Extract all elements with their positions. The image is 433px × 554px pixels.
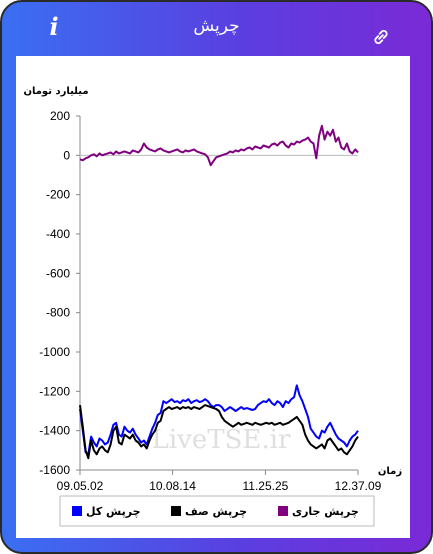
y-tick-label: -1200 bbox=[39, 384, 70, 398]
legend: چرپش کل چرپش صف چرپش جاری bbox=[59, 495, 375, 527]
legend-swatch bbox=[171, 506, 181, 516]
page-title: چرپش bbox=[193, 16, 240, 36]
link-icon[interactable] bbox=[370, 26, 392, 48]
y-tick-label: 0 bbox=[63, 148, 70, 162]
legend-swatch bbox=[72, 506, 82, 516]
x-axis-label: زمان bbox=[378, 466, 402, 477]
y-tick-label: -600 bbox=[46, 266, 70, 280]
x-tick-label: 09.05.02 bbox=[57, 479, 104, 493]
series-line-0 bbox=[79, 124, 359, 167]
legend-swatch bbox=[278, 506, 288, 516]
x-tick-label: 10.08.14 bbox=[149, 479, 196, 493]
y-tick-label: 200 bbox=[50, 109, 70, 123]
info-icon[interactable]: i bbox=[49, 12, 59, 41]
y-axis-label: میلیارد تومان bbox=[23, 86, 88, 97]
legend-label: چرپش کل bbox=[86, 505, 141, 518]
series-line-1 bbox=[79, 404, 359, 460]
series-line-2 bbox=[79, 384, 359, 456]
y-tick-label: -1400 bbox=[39, 424, 70, 438]
y-tick-label: -800 bbox=[46, 306, 70, 320]
legend-label: چرپش صف bbox=[185, 505, 247, 518]
x-tick-label: 11.25.25 bbox=[243, 479, 289, 493]
y-tick-label: -400 bbox=[46, 227, 70, 241]
chart: 200 0 -200 -400 -600 -800 -1000 -1200 -1400 -1600… bbox=[23, 86, 402, 527]
chart-panel: 200 0 -200 -400 -600 -800 -1000 -1200 -1400 -1600… bbox=[16, 56, 410, 538]
watermark-text: LiveTSE.ir bbox=[152, 425, 291, 455]
x-tick-label: 12.37.09 bbox=[335, 479, 382, 493]
legend-label: چرپش جاری bbox=[292, 505, 359, 518]
header-bar: i چرپش bbox=[2, 2, 431, 56]
legend-box bbox=[59, 495, 375, 527]
y-tick-label: -1600 bbox=[39, 463, 70, 477]
y-tick-label: -200 bbox=[46, 188, 70, 202]
y-tick-label: -1000 bbox=[39, 345, 70, 359]
